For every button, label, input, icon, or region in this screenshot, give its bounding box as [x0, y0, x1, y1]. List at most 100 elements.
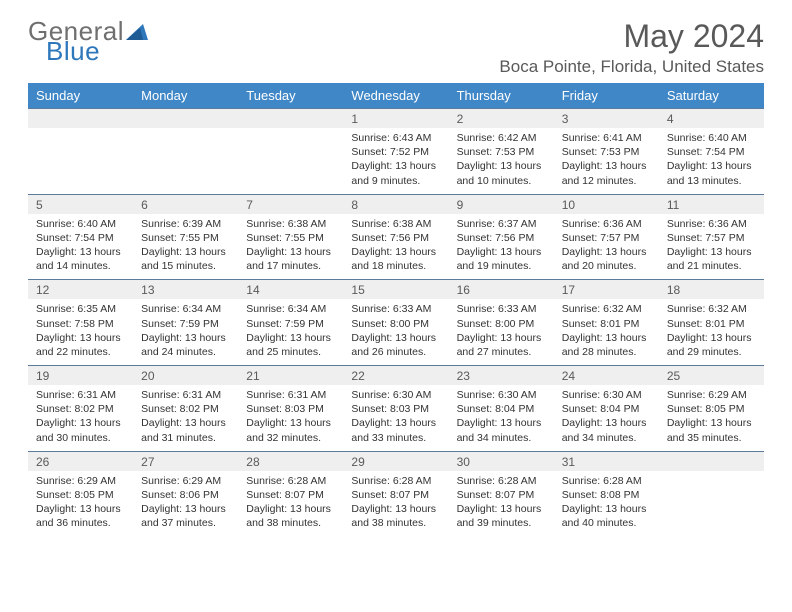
sunset-text: Sunset: 7:56 PM — [351, 231, 442, 245]
daylight1-text: Daylight: 13 hours — [667, 416, 758, 430]
sunrise-text: Sunrise: 6:31 AM — [246, 388, 337, 402]
sunset-text: Sunset: 7:59 PM — [141, 317, 232, 331]
date-number-cell: 11 — [659, 194, 764, 214]
sunrise-text: Sunrise: 6:36 AM — [562, 217, 653, 231]
date-number-row: 12131415161718 — [28, 280, 764, 300]
daylight2-text: and 18 minutes. — [351, 259, 442, 273]
sunset-text: Sunset: 8:02 PM — [141, 402, 232, 416]
sunrise-text: Sunrise: 6:30 AM — [351, 388, 442, 402]
daylight1-text: Daylight: 13 hours — [36, 502, 127, 516]
sunrise-text: Sunrise: 6:39 AM — [141, 217, 232, 231]
day-cell: Sunrise: 6:37 AMSunset: 7:56 PMDaylight:… — [449, 214, 554, 280]
date-number-cell: 26 — [28, 451, 133, 471]
calendar-page: General Blue May 2024 Boca Pointe, Flori… — [0, 0, 792, 546]
location-subtitle: Boca Pointe, Florida, United States — [499, 57, 764, 77]
sunset-text: Sunset: 8:03 PM — [351, 402, 442, 416]
date-number-row: 1234 — [28, 109, 764, 129]
day-cell: Sunrise: 6:30 AMSunset: 8:04 PMDaylight:… — [449, 385, 554, 451]
day-cell: Sunrise: 6:28 AMSunset: 8:07 PMDaylight:… — [449, 471, 554, 537]
daylight2-text: and 20 minutes. — [562, 259, 653, 273]
daylight2-text: and 22 minutes. — [36, 345, 127, 359]
date-number-cell — [28, 109, 133, 129]
daylight2-text: and 35 minutes. — [667, 431, 758, 445]
date-number-row: 262728293031 — [28, 451, 764, 471]
daylight2-text: and 30 minutes. — [36, 431, 127, 445]
sunrise-text: Sunrise: 6:35 AM — [36, 302, 127, 316]
date-number-cell: 24 — [554, 366, 659, 386]
sunrise-text: Sunrise: 6:38 AM — [351, 217, 442, 231]
daylight1-text: Daylight: 13 hours — [562, 159, 653, 173]
daylight2-text: and 12 minutes. — [562, 174, 653, 188]
day-cell: Sunrise: 6:28 AMSunset: 8:07 PMDaylight:… — [238, 471, 343, 537]
daylight1-text: Daylight: 13 hours — [667, 331, 758, 345]
day-cell: Sunrise: 6:36 AMSunset: 7:57 PMDaylight:… — [554, 214, 659, 280]
date-number-cell: 8 — [343, 194, 448, 214]
sunset-text: Sunset: 7:54 PM — [667, 145, 758, 159]
daylight1-text: Daylight: 13 hours — [351, 159, 442, 173]
day-cell: Sunrise: 6:41 AMSunset: 7:53 PMDaylight:… — [554, 128, 659, 194]
daylight2-text: and 34 minutes. — [457, 431, 548, 445]
date-number-cell: 23 — [449, 366, 554, 386]
daylight2-text: and 24 minutes. — [141, 345, 232, 359]
logo-text-blue: Blue — [46, 38, 148, 64]
daylight2-text: and 31 minutes. — [141, 431, 232, 445]
day-cell: Sunrise: 6:29 AMSunset: 8:06 PMDaylight:… — [133, 471, 238, 537]
date-number-cell: 21 — [238, 366, 343, 386]
daylight2-text: and 25 minutes. — [246, 345, 337, 359]
sunset-text: Sunset: 8:02 PM — [36, 402, 127, 416]
sunrise-text: Sunrise: 6:32 AM — [562, 302, 653, 316]
weekday-header: Wednesday — [343, 83, 448, 109]
daylight1-text: Daylight: 13 hours — [457, 159, 548, 173]
date-number-cell — [133, 109, 238, 129]
daylight1-text: Daylight: 13 hours — [141, 245, 232, 259]
date-number-row: 567891011 — [28, 194, 764, 214]
day-cell: Sunrise: 6:38 AMSunset: 7:55 PMDaylight:… — [238, 214, 343, 280]
sunset-text: Sunset: 7:53 PM — [457, 145, 548, 159]
sunrise-text: Sunrise: 6:37 AM — [457, 217, 548, 231]
daylight2-text: and 28 minutes. — [562, 345, 653, 359]
date-number-cell: 9 — [449, 194, 554, 214]
daylight1-text: Daylight: 13 hours — [246, 331, 337, 345]
daylight2-text: and 32 minutes. — [246, 431, 337, 445]
sunset-text: Sunset: 7:59 PM — [246, 317, 337, 331]
date-number-cell: 15 — [343, 280, 448, 300]
date-number-cell: 18 — [659, 280, 764, 300]
day-cell: Sunrise: 6:28 AMSunset: 8:07 PMDaylight:… — [343, 471, 448, 537]
daylight2-text: and 15 minutes. — [141, 259, 232, 273]
sunset-text: Sunset: 7:53 PM — [562, 145, 653, 159]
day-cell: Sunrise: 6:33 AMSunset: 8:00 PMDaylight:… — [343, 299, 448, 365]
date-number-cell: 3 — [554, 109, 659, 129]
date-number-cell: 7 — [238, 194, 343, 214]
day-cell: Sunrise: 6:34 AMSunset: 7:59 PMDaylight:… — [133, 299, 238, 365]
sunset-text: Sunset: 8:00 PM — [351, 317, 442, 331]
daylight2-text: and 26 minutes. — [351, 345, 442, 359]
day-cell: Sunrise: 6:30 AMSunset: 8:03 PMDaylight:… — [343, 385, 448, 451]
month-title: May 2024 — [499, 18, 764, 55]
date-number-cell: 13 — [133, 280, 238, 300]
daylight1-text: Daylight: 13 hours — [457, 331, 548, 345]
date-number-cell: 19 — [28, 366, 133, 386]
day-cell: Sunrise: 6:34 AMSunset: 7:59 PMDaylight:… — [238, 299, 343, 365]
day-cell: Sunrise: 6:29 AMSunset: 8:05 PMDaylight:… — [28, 471, 133, 537]
sunset-text: Sunset: 8:00 PM — [457, 317, 548, 331]
day-cell: Sunrise: 6:38 AMSunset: 7:56 PMDaylight:… — [343, 214, 448, 280]
sunrise-text: Sunrise: 6:31 AM — [141, 388, 232, 402]
sunrise-text: Sunrise: 6:29 AM — [36, 474, 127, 488]
date-number-cell: 30 — [449, 451, 554, 471]
daylight1-text: Daylight: 13 hours — [562, 416, 653, 430]
date-number-cell: 17 — [554, 280, 659, 300]
day-content-row: Sunrise: 6:31 AMSunset: 8:02 PMDaylight:… — [28, 385, 764, 451]
date-number-cell: 4 — [659, 109, 764, 129]
daylight2-text: and 14 minutes. — [36, 259, 127, 273]
daylight1-text: Daylight: 13 hours — [36, 245, 127, 259]
daylight1-text: Daylight: 13 hours — [562, 331, 653, 345]
date-number-cell: 29 — [343, 451, 448, 471]
sunrise-text: Sunrise: 6:29 AM — [141, 474, 232, 488]
day-cell — [28, 128, 133, 194]
sunrise-text: Sunrise: 6:30 AM — [457, 388, 548, 402]
daylight2-text: and 29 minutes. — [667, 345, 758, 359]
day-content-row: Sunrise: 6:40 AMSunset: 7:54 PMDaylight:… — [28, 214, 764, 280]
day-cell — [238, 128, 343, 194]
sunrise-text: Sunrise: 6:32 AM — [667, 302, 758, 316]
daylight2-text: and 33 minutes. — [351, 431, 442, 445]
